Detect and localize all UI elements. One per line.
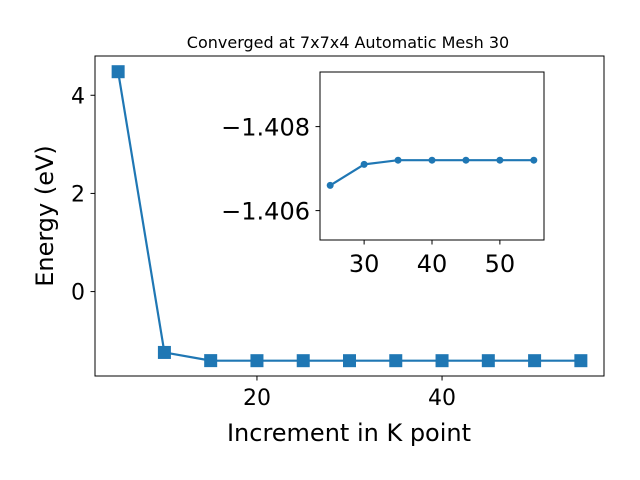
- main-data-point: [435, 354, 449, 368]
- inset-x-tick-label: 30: [349, 250, 380, 278]
- main-data-point: [389, 354, 403, 368]
- inset-y-tick-label: −1.406: [221, 198, 310, 226]
- main-plot-area: [111, 65, 588, 368]
- main-axes-frame: [94, 55, 605, 377]
- x-axis-label: Increment in K point: [227, 419, 471, 447]
- main-data-point: [481, 354, 495, 368]
- main-data-point: [296, 354, 310, 368]
- inset-data-point: [360, 160, 368, 168]
- main-data-point: [111, 65, 125, 79]
- main-ticks: 20 40 0 2 4: [71, 84, 456, 411]
- main-y-tick-label: 4: [71, 84, 85, 109]
- inset-axes: 30 40 50 −1.408 −1.406: [221, 71, 545, 278]
- main-axes: Converged at 7x7x4 Automatic Mesh 30 20 4…: [31, 33, 605, 447]
- inset-background: [320, 72, 544, 240]
- main-data-point: [574, 354, 588, 368]
- inset-y-tick-label: −1.408: [221, 114, 310, 142]
- main-x-tick-label: 40: [428, 386, 456, 411]
- inset-data-point: [496, 156, 504, 164]
- y-axis-label: Energy (eV): [31, 145, 59, 287]
- inset-data-point: [394, 156, 402, 164]
- main-data-point: [204, 354, 218, 368]
- main-x-tick-label: 20: [243, 386, 271, 411]
- inset-data-point: [462, 156, 470, 164]
- inset-x-tick-label: 50: [485, 250, 516, 278]
- inset-x-tick-label: 40: [417, 250, 448, 278]
- main-data-point: [157, 345, 171, 359]
- main-data-point: [528, 354, 542, 368]
- inset-data-point: [326, 181, 334, 189]
- main-data-point: [250, 354, 264, 368]
- inset-ticks: 30 40 50 −1.408 −1.406: [221, 114, 515, 278]
- main-y-tick-label: 2: [71, 182, 85, 207]
- main-data-point: [343, 354, 356, 368]
- inset-data-point: [530, 156, 538, 164]
- main-y-tick-label: 0: [71, 281, 85, 306]
- inset-data-point: [428, 156, 436, 164]
- chart-title: Converged at 7x7x4 Automatic Mesh 30: [187, 33, 509, 52]
- inset-plot-area: [326, 156, 538, 189]
